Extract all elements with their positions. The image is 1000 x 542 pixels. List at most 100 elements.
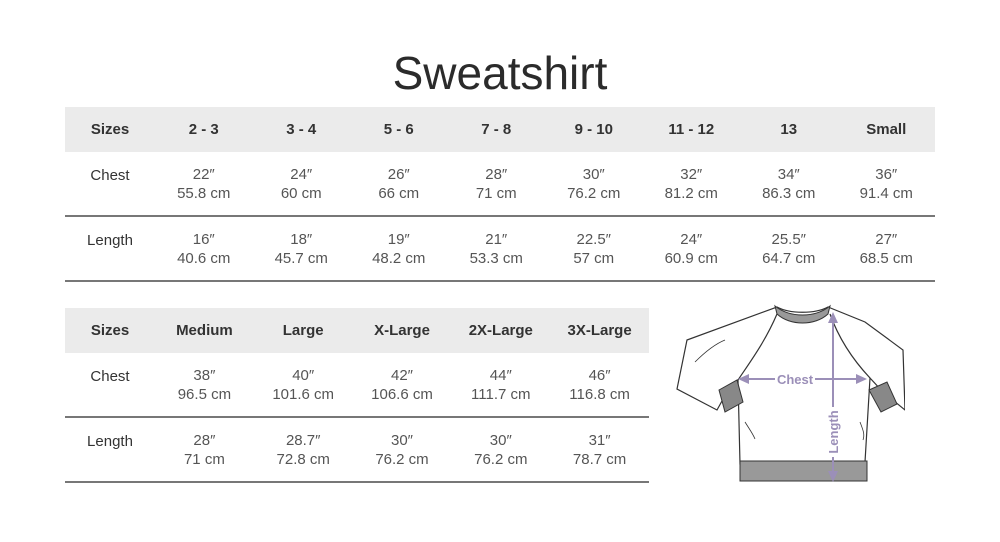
cm-value: 40.6 cm	[177, 249, 231, 267]
cuff-right	[868, 381, 898, 413]
measurement-cell: 31″ 78.7 cm	[550, 417, 649, 483]
measurement-cell: 16″ 40.6 cm	[155, 216, 253, 282]
cm-value: 60.9 cm	[664, 249, 718, 267]
row-label: Chest	[65, 353, 155, 418]
sizes-header: Sizes	[65, 308, 155, 353]
inches-value: 27″	[875, 230, 898, 248]
chest-measure-arrow	[738, 374, 867, 384]
cm-value: 106.6 cm	[371, 385, 433, 403]
hem-rib	[739, 460, 868, 482]
cuff-left	[718, 379, 744, 413]
cm-value: 71 cm	[183, 450, 225, 468]
inches-value: 24″	[290, 165, 313, 183]
size-column-header: 3 - 4	[252, 107, 350, 152]
table-header-row: Sizes Medium Large X-Large 2X-Large 3X-Large	[65, 308, 649, 353]
inches-value: 18″	[290, 230, 313, 248]
inches-value: 28″	[193, 431, 216, 449]
cm-value: 81.2 cm	[664, 184, 718, 202]
measurement-cell: 27″ 68.5 cm	[837, 216, 935, 282]
table-row: Chest 38″ 96.5 cm 40″ 101.6 cm 42″ 106.6 cm 44″…	[65, 353, 649, 418]
sizes-header: Sizes	[65, 107, 155, 152]
measurement-cell: 28.7″ 72.8 cm	[253, 417, 353, 483]
inches-value: 42″	[390, 366, 413, 384]
sweatshirt-illustration: Chest Length	[676, 304, 905, 482]
cm-value: 71 cm	[475, 184, 517, 202]
inches-value: 16″	[192, 230, 215, 248]
cm-value: 101.6 cm	[272, 385, 335, 403]
cm-value: 57 cm	[573, 249, 615, 267]
inches-value: 34″	[777, 165, 800, 183]
measurement-cell: 30″ 76.2 cm	[451, 417, 551, 483]
size-column-header: X-Large	[352, 308, 452, 353]
measurement-cell: 21″ 53.3 cm	[447, 216, 545, 282]
measurement-cell: 34″ 86.3 cm	[740, 152, 838, 217]
cm-value: 55.8 cm	[177, 184, 231, 202]
measurement-cell: 28″ 71 cm	[155, 417, 254, 483]
row-label: Chest	[65, 152, 155, 217]
inches-value: 38″	[193, 366, 216, 384]
inches-value: 30″	[489, 431, 512, 449]
inches-value: 28.7″	[285, 431, 321, 449]
length-label: Length	[826, 410, 841, 453]
inches-value: 24″	[680, 230, 703, 248]
inches-value: 30″	[390, 431, 413, 449]
size-column-header: 5 - 6	[350, 107, 448, 152]
measurement-cell: 28″ 71 cm	[447, 152, 545, 217]
size-column-header: 2 - 3	[155, 107, 253, 152]
size-column-header: Small	[837, 107, 935, 152]
inches-value: 44″	[489, 366, 512, 384]
cm-value: 78.7 cm	[572, 450, 627, 468]
size-table-adults: Sizes Medium Large X-Large 2X-Large 3X-Large …	[65, 308, 649, 483]
cm-value: 64.7 cm	[762, 249, 816, 267]
table-row: Length 28″ 71 cm 28.7″ 72.8 cm 30″ 76.2 cm 30″ 7…	[65, 417, 649, 483]
inches-value: 28″	[485, 165, 508, 183]
size-column-header: 3X-Large	[550, 308, 649, 353]
row-label: Length	[65, 417, 155, 483]
cm-value: 76.2 cm	[474, 450, 528, 468]
measurement-cell: 24″ 60 cm	[252, 152, 350, 217]
inches-value: 21″	[485, 230, 508, 248]
measurement-cell: 32″ 81.2 cm	[642, 152, 740, 217]
cm-value: 45.7 cm	[274, 249, 328, 267]
inches-value: 31″	[588, 431, 611, 449]
measurement-cell: 18″ 45.7 cm	[252, 216, 350, 282]
measurement-cell: 40″ 101.6 cm	[253, 353, 353, 418]
cm-value: 76.2 cm	[375, 450, 429, 468]
table-row: Length 16″ 40.6 cm 18″ 45.7 cm 19″ 48.2 cm 21″ 5…	[65, 216, 935, 282]
length-measure-arrow	[828, 312, 838, 482]
size-column-header: 11 - 12	[642, 107, 740, 152]
cm-value: 66 cm	[378, 184, 420, 202]
table-row: Chest 22″ 55.8 cm 24″ 60 cm 26″ 66 cm 28″ 71 cm 3…	[65, 152, 935, 217]
size-column-header: Medium	[155, 308, 254, 353]
measurement-cell: 26″ 66 cm	[350, 152, 448, 217]
cm-value: 96.5 cm	[177, 385, 232, 403]
measurement-cell: 19″ 48.2 cm	[350, 216, 448, 282]
size-column-header: 7 - 8	[447, 107, 545, 152]
inches-value: 40″	[292, 366, 315, 384]
page-title: Sweatshirt	[392, 47, 608, 99]
inches-value: 36″	[875, 165, 898, 183]
inches-value: 25.5″	[771, 230, 806, 248]
row-label: Length	[65, 216, 155, 282]
measurement-cell: 25.5″ 64.7 cm	[740, 216, 838, 282]
inches-value: 30″	[582, 165, 605, 183]
inches-value: 32″	[680, 165, 703, 183]
measurement-cell: 46″ 116.8 cm	[550, 353, 649, 418]
measurement-cell: 44″ 111.7 cm	[451, 353, 551, 418]
cm-value: 72.8 cm	[276, 450, 330, 468]
size-column-header: Large	[253, 308, 353, 353]
cm-value: 48.2 cm	[372, 249, 426, 267]
inches-value: 22″	[192, 165, 215, 183]
measurement-cell: 22.5″ 57 cm	[545, 216, 643, 282]
inches-value: 19″	[387, 230, 410, 248]
cm-value: 60 cm	[280, 184, 322, 202]
cm-value: 68.5 cm	[859, 249, 913, 267]
cm-value: 111.7 cm	[471, 385, 531, 403]
measurement-cell: 24″ 60.9 cm	[642, 216, 740, 282]
cm-value: 53.3 cm	[469, 249, 523, 267]
measurement-cell: 30″ 76.2 cm	[545, 152, 643, 217]
chest-label: Chest	[777, 372, 814, 387]
cm-value: 86.3 cm	[762, 184, 816, 202]
